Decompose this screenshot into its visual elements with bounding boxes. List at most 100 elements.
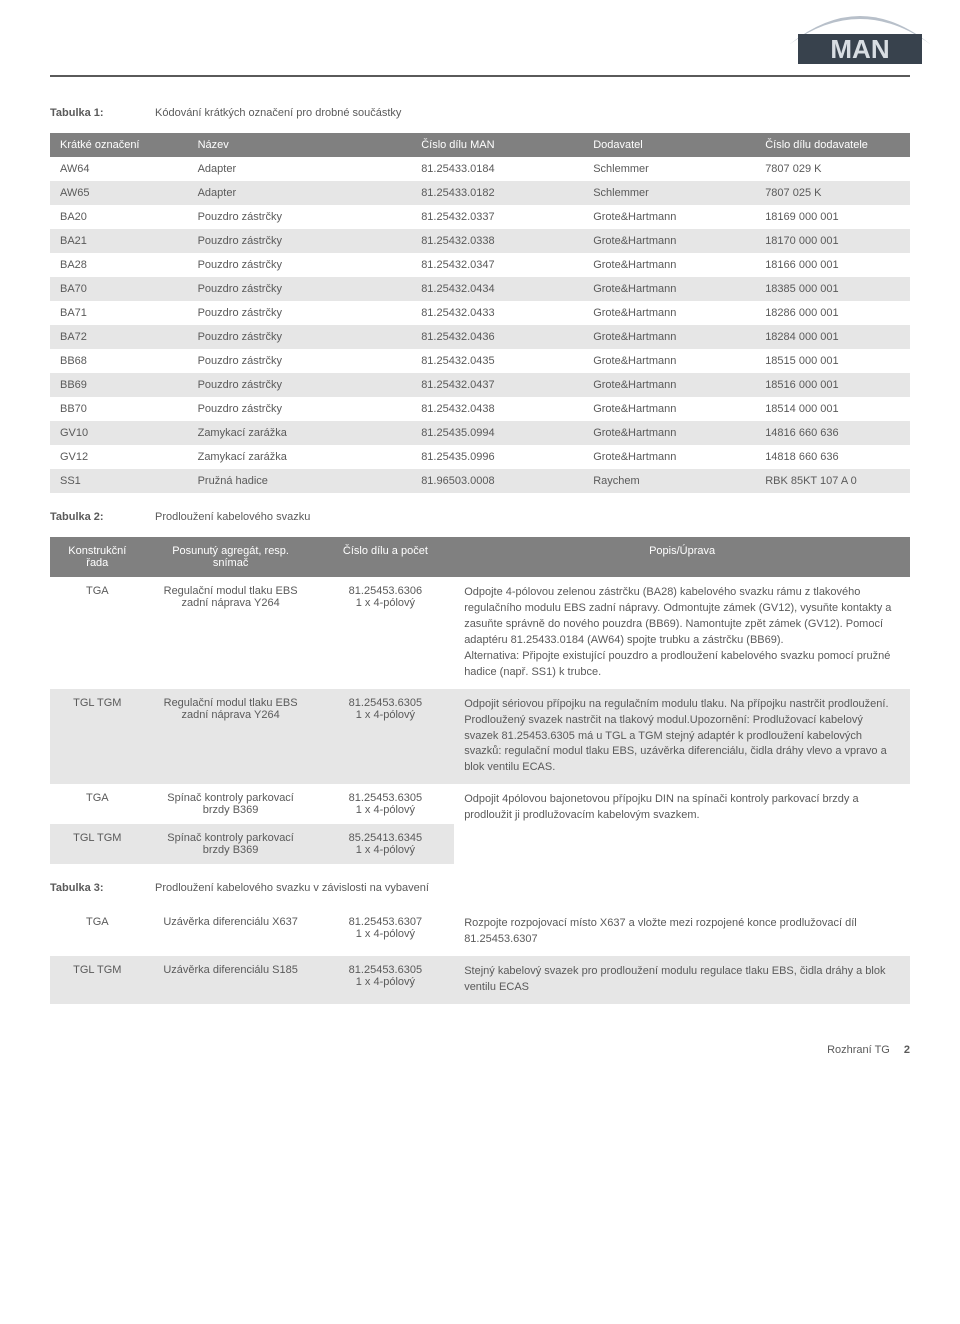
table-row: BA28Pouzdro zástrčky81.25432.0347Grote&H… [50, 253, 910, 277]
table-cell: 81.25433.0184 [411, 157, 583, 181]
table3-caption: Tabulka 3: Prodloužení kabelového svazku… [50, 882, 910, 894]
table-cell: 81.25432.0437 [411, 373, 583, 397]
footer-section: Rozhraní TG [827, 1044, 890, 1056]
table-cell: Grote&Hartmann [583, 349, 755, 373]
table-cell: 81.25435.0994 [411, 421, 583, 445]
table-cell: TGL TGM [50, 689, 145, 785]
table-row: BA70Pouzdro zástrčky81.25432.0434Grote&H… [50, 277, 910, 301]
table-cell: 7807 029 K [755, 157, 910, 181]
table-row: BB70Pouzdro zástrčky81.25432.0438Grote&H… [50, 397, 910, 421]
table-cell: Adapter [188, 181, 412, 205]
table-cell: Raychem [583, 469, 755, 493]
table-cell: BB68 [50, 349, 188, 373]
table3-caption-text: Prodloužení kabelového svazku v závislos… [155, 882, 429, 894]
table-row: BA72Pouzdro zástrčky81.25432.0436Grote&H… [50, 325, 910, 349]
table-cell: 81.25453.63051 x 4-pólový [317, 689, 455, 785]
table-cell: Grote&Hartmann [583, 445, 755, 469]
table-cell: RBK 85KT 107 A 0 [755, 469, 910, 493]
table3-caption-label: Tabulka 3: [50, 882, 125, 894]
table-cell: 18170 000 001 [755, 229, 910, 253]
table-cell: Grote&Hartmann [583, 253, 755, 277]
table-cell: 81.96503.0008 [411, 469, 583, 493]
table-cell: Grote&Hartmann [583, 301, 755, 325]
table-cell: Grote&Hartmann [583, 205, 755, 229]
table-cell: Zamykací zarážka [188, 421, 412, 445]
table-cell: 85.25413.63451 x 4-pólový [317, 824, 455, 864]
table-cell: Spínač kontroly parkovací brzdy B369 [145, 824, 317, 864]
table-row: TGASpínač kontroly parkovací brzdy B3698… [50, 784, 910, 824]
table-cell: 18166 000 001 [755, 253, 910, 277]
table-cell: BA28 [50, 253, 188, 277]
table-cell: 81.25432.0433 [411, 301, 583, 325]
table-cell: Uzávěrka diferenciálu X637 [145, 908, 317, 956]
table1-header-row: Krátké označení Název Číslo dílu MAN Dod… [50, 133, 910, 157]
header-divider [50, 75, 910, 77]
table1-col-3: Dodavatel [583, 133, 755, 157]
table-row: TGARegulační modul tlaku EBS zadní nápra… [50, 577, 910, 689]
table-cell: Uzávěrka diferenciálu S185 [145, 956, 317, 1004]
table2-header-row: Konstrukční řada Posunutý agregát, resp.… [50, 537, 910, 577]
table-cell: 81.25432.0434 [411, 277, 583, 301]
table1-col-4: Číslo dílu dodavatele [755, 133, 910, 157]
table-cell: 18286 000 001 [755, 301, 910, 325]
table2: Konstrukční řada Posunutý agregát, resp.… [50, 537, 910, 864]
table-row: BA21Pouzdro zástrčky81.25432.0338Grote&H… [50, 229, 910, 253]
table-cell: Spínač kontroly parkovací brzdy B369 [145, 784, 317, 824]
table1-col-1: Název [188, 133, 412, 157]
table-cell: Pouzdro zástrčky [188, 253, 412, 277]
table-cell: TGA [50, 908, 145, 956]
table-cell: 81.25432.0438 [411, 397, 583, 421]
table-cell: BB69 [50, 373, 188, 397]
table-cell: Pouzdro zástrčky [188, 277, 412, 301]
table2-col-0: Konstrukční řada [50, 537, 145, 577]
table-cell: 14818 660 636 [755, 445, 910, 469]
table-cell: Pouzdro zástrčky [188, 349, 412, 373]
table-row: GV10Zamykací zarážka81.25435.0994Grote&H… [50, 421, 910, 445]
table-cell: Stejný kabelový svazek pro prodloužení m… [454, 956, 910, 1004]
table-cell: Pouzdro zástrčky [188, 397, 412, 421]
table-row: TGL TGMRegulační modul tlaku EBS zadní n… [50, 689, 910, 785]
table-cell: BA21 [50, 229, 188, 253]
table-cell: Rozpojte rozpojovací místo X637 a vložte… [454, 908, 910, 956]
table-cell: Zamykací zarážka [188, 445, 412, 469]
table-cell: TGA [50, 577, 145, 689]
table-cell: 81.25432.0435 [411, 349, 583, 373]
table1-caption-text: Kódování krátkých označení pro drobné so… [155, 107, 401, 119]
table1-caption: Tabulka 1: Kódování krátkých označení pr… [50, 107, 910, 119]
table-row: SS1Pružná hadice81.96503.0008RaychemRBK … [50, 469, 910, 493]
table-cell: BA71 [50, 301, 188, 325]
table-cell: AW64 [50, 157, 188, 181]
table-cell: Odpojte 4-pólovou zelenou zástrčku (BA28… [454, 577, 910, 689]
table-cell: 81.25432.0337 [411, 205, 583, 229]
table-cell: Schlemmer [583, 181, 755, 205]
table-row: BA71Pouzdro zástrčky81.25432.0433Grote&H… [50, 301, 910, 325]
table-cell: Pouzdro zástrčky [188, 205, 412, 229]
table-cell: 81.25433.0182 [411, 181, 583, 205]
table-cell: 18385 000 001 [755, 277, 910, 301]
table-row: BB69Pouzdro zástrčky81.25432.0437Grote&H… [50, 373, 910, 397]
table-cell: BB70 [50, 397, 188, 421]
table-cell: 18514 000 001 [755, 397, 910, 421]
table-cell: Odpojit 4pólovou bajonetovou přípojku DI… [454, 784, 910, 864]
table-cell: 81.25432.0347 [411, 253, 583, 277]
table-cell: 7807 025 K [755, 181, 910, 205]
table-row: BB68Pouzdro zástrčky81.25432.0435Grote&H… [50, 349, 910, 373]
table-cell: Pouzdro zástrčky [188, 301, 412, 325]
table-cell: 81.25453.63051 x 4-pólový [317, 956, 455, 1004]
table-cell: 14816 660 636 [755, 421, 910, 445]
table-cell: Adapter [188, 157, 412, 181]
table-cell: Regulační modul tlaku EBS zadní náprava … [145, 577, 317, 689]
table-cell: Odpojit sériovou přípojku na regulačním … [454, 689, 910, 785]
table3: TGAUzávěrka diferenciálu X63781.25453.63… [50, 908, 910, 1004]
table-cell: Grote&Hartmann [583, 373, 755, 397]
table1-col-0: Krátké označení [50, 133, 188, 157]
table-cell: Pružná hadice [188, 469, 412, 493]
table-cell: Grote&Hartmann [583, 397, 755, 421]
svg-text:MAN: MAN [830, 34, 889, 64]
table-row: AW65Adapter81.25433.0182Schlemmer7807 02… [50, 181, 910, 205]
table-cell: 18515 000 001 [755, 349, 910, 373]
table2-col-2: Číslo dílu a počet [317, 537, 455, 577]
table-cell: Schlemmer [583, 157, 755, 181]
table2-col-1: Posunutý agregát, resp. snímač [145, 537, 317, 577]
table-cell: Grote&Hartmann [583, 421, 755, 445]
